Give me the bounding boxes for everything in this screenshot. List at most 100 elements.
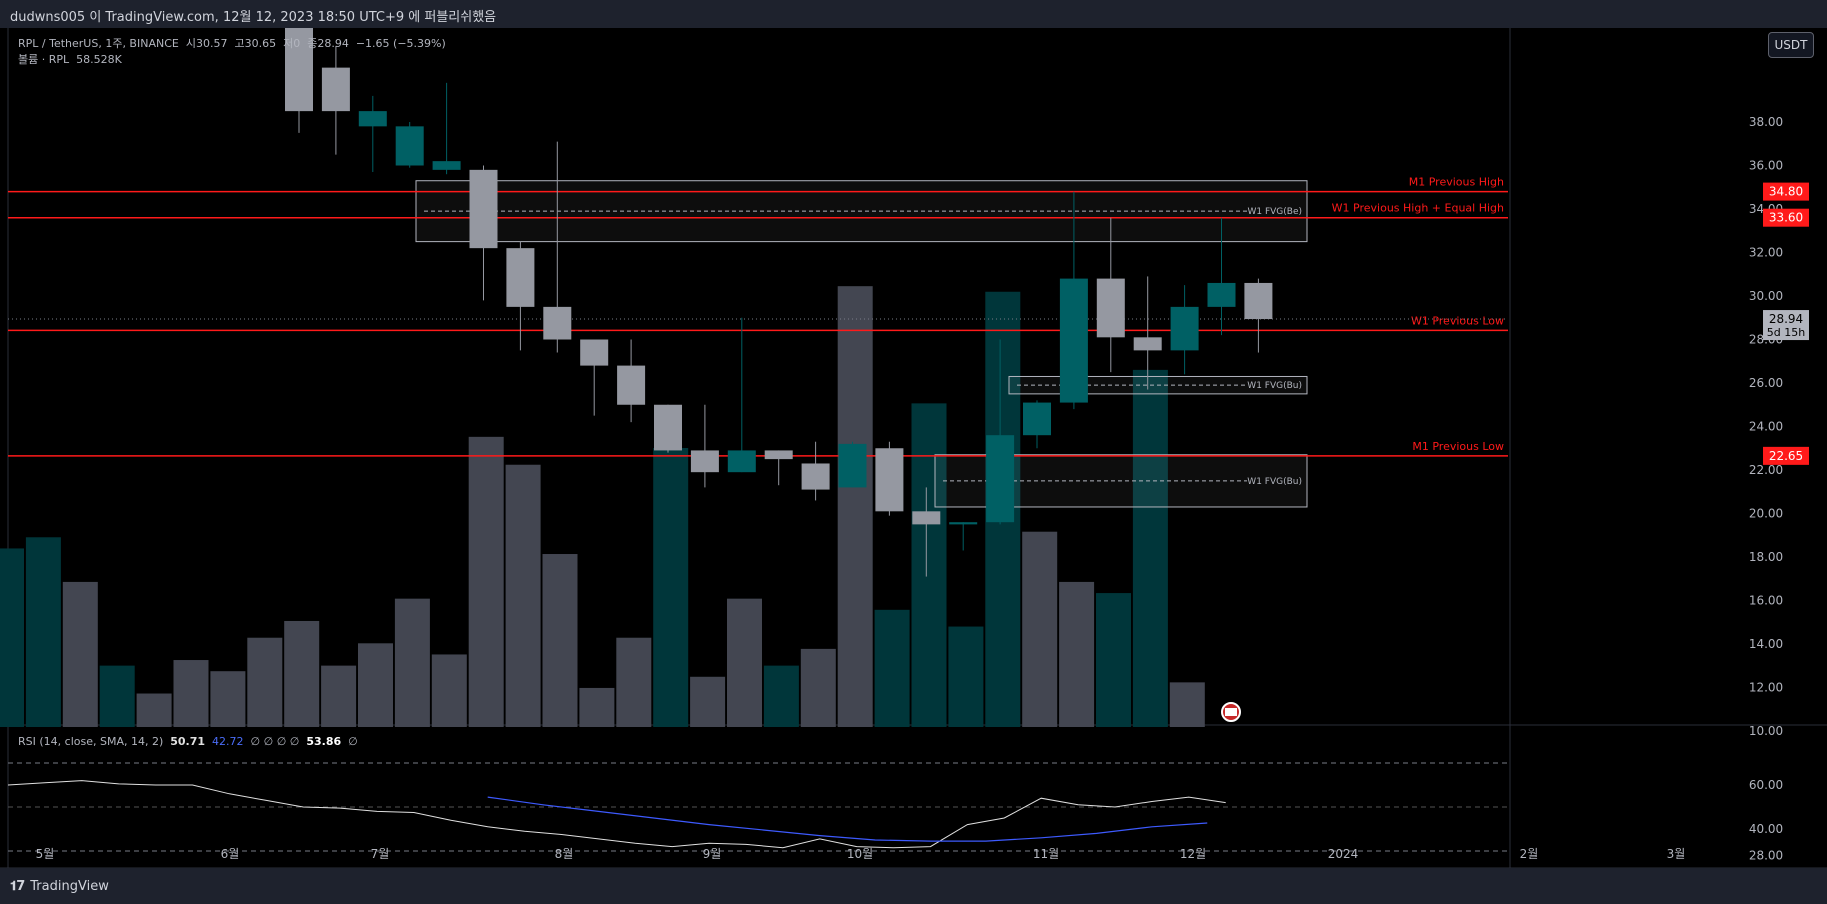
candle-body xyxy=(506,248,535,307)
candle-body xyxy=(395,126,424,166)
open-label: 시 xyxy=(185,37,196,50)
volume-label[interactable]: 볼륨 · RPL xyxy=(18,53,70,66)
volume-bar xyxy=(247,637,283,727)
volume-bar xyxy=(1022,531,1058,727)
price-tick-label: 10.00 xyxy=(1749,724,1783,738)
rsi-label[interactable]: RSI (14, close, SMA, 14, 2) xyxy=(18,735,164,748)
time-tick-label: 5월 xyxy=(36,847,55,861)
price-tick-label: 20.00 xyxy=(1749,507,1783,521)
volume-value: 58.528K xyxy=(76,53,122,66)
symbol-text[interactable]: RPL / TetherUS, 1주, BINANCE xyxy=(18,37,179,50)
volume-bar xyxy=(431,654,467,727)
price-tick-label: 18.00 xyxy=(1749,550,1783,564)
time-tick-label: 10월 xyxy=(847,847,873,861)
volume-bar xyxy=(837,286,873,727)
price-tick-label: 16.00 xyxy=(1749,594,1783,608)
volume-bar xyxy=(358,643,393,727)
low-value: 0 xyxy=(293,37,301,50)
chart-canvas[interactable]: 38.0036.0034.0032.0030.0028.0026.0024.00… xyxy=(0,28,1827,868)
high-label: 고 xyxy=(234,37,245,50)
volume-bar xyxy=(800,648,836,727)
volume-bar xyxy=(948,626,984,727)
price-tick-label: 12.00 xyxy=(1749,681,1783,695)
rsi-tick-label: 60.00 xyxy=(1749,778,1783,792)
rsi-tick-label: 28.00 xyxy=(1749,848,1783,862)
time-tick-label: 11월 xyxy=(1033,847,1059,861)
level-label: W1 Previous Low xyxy=(1411,314,1504,327)
rsi-empty-values: ∅ ∅ ∅ ∅ xyxy=(250,735,300,748)
candle-body xyxy=(580,339,609,366)
level-label: M1 Previous High xyxy=(1409,176,1504,189)
volume-bar xyxy=(1169,682,1205,727)
price-tick-label: 26.00 xyxy=(1749,376,1783,390)
last-price-tag xyxy=(1763,310,1809,341)
volume-bar xyxy=(542,554,578,727)
rsi-tick-label: 40.00 xyxy=(1749,822,1783,836)
rsi-extra-value: 53.86 xyxy=(306,735,342,748)
volume-bar xyxy=(394,598,430,727)
candle-body xyxy=(654,404,682,451)
rsi-value: 50.71 xyxy=(170,735,206,748)
close-label: 종 xyxy=(307,37,318,50)
volume-bar xyxy=(62,581,98,727)
volume-legend: 볼륨 · RPL 58.528K xyxy=(18,51,122,67)
time-tick-label: 6월 xyxy=(221,847,240,861)
volume-bar xyxy=(136,693,172,727)
candle-body xyxy=(285,28,313,112)
time-tick-label: 12월 xyxy=(1180,847,1206,861)
fvg-label: W1 FVG(Bu) xyxy=(1247,381,1302,391)
rsi-ma-value: 42.72 xyxy=(212,735,244,748)
candle-body xyxy=(764,450,793,460)
change-text: −1.65 (−5.39%) xyxy=(355,37,446,50)
candle-body xyxy=(358,111,387,127)
candle-body xyxy=(617,365,646,405)
level-label: W1 Previous High + Equal High xyxy=(1332,202,1504,215)
time-tick-label: 2024 xyxy=(1328,847,1359,861)
bottom-bar: 𝟏𝟳 TradingView xyxy=(0,868,1827,904)
candle-body xyxy=(801,463,830,490)
brand-label: TradingView xyxy=(30,879,109,894)
countdown-text: 5d 15h xyxy=(1767,326,1805,339)
time-tick-label: 8월 xyxy=(555,847,574,861)
candle-body xyxy=(949,522,978,525)
brand[interactable]: 𝟏𝟳 TradingView xyxy=(10,879,109,894)
price-tick-label: 24.00 xyxy=(1749,420,1783,434)
volume-bar xyxy=(690,676,726,727)
fvg-label: W1 FVG(Be) xyxy=(1247,207,1302,217)
price-tick-label: 38.00 xyxy=(1749,115,1783,129)
fvg-label: W1 FVG(Bu) xyxy=(1247,477,1302,487)
candle-body xyxy=(432,161,461,170)
symbol-legend: RPL / TetherUS, 1주, BINANCE 시30.57 고30.6… xyxy=(18,35,446,51)
last-price-text: 28.94 xyxy=(1769,312,1803,326)
rsi-line xyxy=(7,780,1226,849)
volume-bar xyxy=(579,687,615,727)
time-tick-label: 2월 xyxy=(1520,847,1539,861)
level-price-tag xyxy=(1763,208,1809,227)
time-tick-label: 3월 xyxy=(1667,847,1686,861)
currency-button[interactable]: USDT xyxy=(1768,32,1814,58)
candle-body xyxy=(1059,278,1088,403)
volume-bar xyxy=(911,403,947,727)
level-price-text: 34.80 xyxy=(1769,185,1803,199)
price-tick-label: 32.00 xyxy=(1749,246,1783,260)
candle-body xyxy=(1023,402,1051,436)
volume-bar xyxy=(727,598,762,727)
volume-bar xyxy=(99,665,135,727)
volume-bar xyxy=(321,665,357,727)
volume-bar xyxy=(616,637,652,727)
candle-body xyxy=(321,67,350,112)
rsi-ma-line xyxy=(487,796,1208,842)
candle-body xyxy=(1096,278,1125,338)
level-price-tag xyxy=(1763,446,1809,465)
candle-body xyxy=(838,443,867,488)
published-text: dudwns005 이 TradingView.com, 12월 12, 202… xyxy=(10,10,497,25)
volume-bar xyxy=(173,660,209,727)
level-label: M1 Previous Low xyxy=(1412,440,1504,453)
rsi-legend: RSI (14, close, SMA, 14, 2) 50.71 42.72 … xyxy=(18,735,358,748)
volume-bar xyxy=(1132,369,1168,727)
candle-body xyxy=(1170,306,1199,351)
level-price-text: 22.65 xyxy=(1769,449,1803,463)
candle-body xyxy=(543,306,572,340)
low-label: 저 xyxy=(283,37,294,50)
volume-bar xyxy=(210,671,246,727)
